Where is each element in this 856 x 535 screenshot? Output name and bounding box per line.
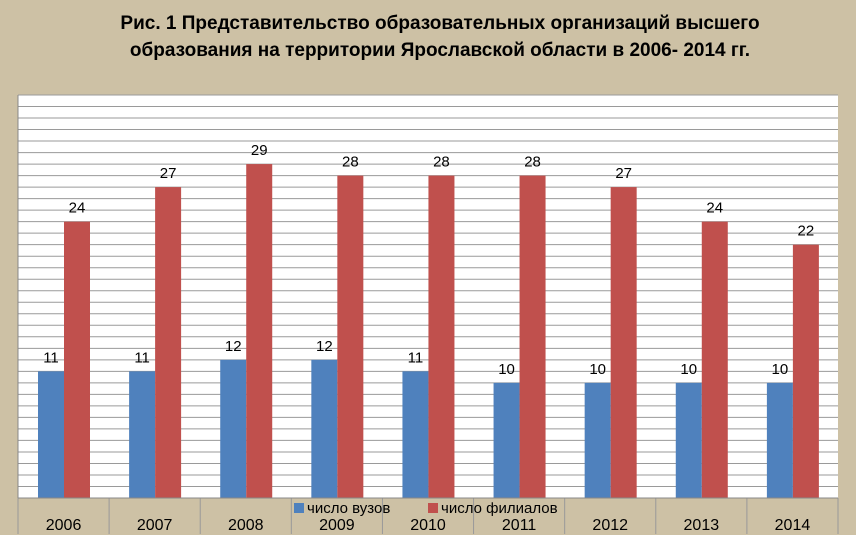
data-label: 28 [433, 154, 450, 171]
legend: число вузов число филиалов [294, 500, 558, 517]
data-label: 12 [225, 338, 242, 355]
bar-vuzy-2008 [220, 359, 247, 498]
x-tick-label: 2007 [137, 517, 173, 534]
bar-vuzy-2013 [675, 382, 702, 498]
bar-vuzy-2014 [766, 382, 793, 498]
x-tick-label: 2013 [684, 517, 720, 534]
bar-filialy-2007 [155, 187, 182, 498]
chart-title: Рис. 1 Представительство образовательных… [120, 13, 760, 61]
x-tick-label: 2006 [46, 517, 82, 534]
legend-swatch [428, 503, 438, 513]
bar-vuzy-2009 [311, 359, 338, 498]
x-axis: 2006 2007 2008 2009 2010 2011 2012 2013 2014 [17, 497, 839, 534]
x-tick-label: 2010 [410, 517, 446, 534]
data-labels: 11 24 11 27 12 29 12 28 11 28 10 28 10 27 10 24 10 22 [43, 142, 814, 378]
data-label: 27 [615, 165, 632, 182]
data-label: 11 [134, 349, 150, 366]
legend-swatch [294, 503, 304, 513]
data-label: 10 [680, 361, 697, 378]
bar-vuzy-2012 [584, 382, 611, 498]
data-label: 10 [589, 361, 606, 378]
data-label: 11 [408, 349, 424, 366]
x-tick-label: 2014 [775, 517, 811, 534]
bar-vuzy-2006 [38, 371, 64, 498]
data-label: 28 [342, 154, 359, 171]
data-label: 27 [160, 165, 177, 182]
legend-label: число филиалов [441, 500, 558, 517]
bar-filialy-2011 [519, 175, 546, 498]
bar-vuzy-2010 [402, 371, 429, 498]
bar-filialy-2014 [792, 244, 819, 498]
data-label: 10 [772, 361, 789, 378]
x-tick-label: 2011 [502, 517, 537, 534]
data-label: 29 [251, 142, 268, 159]
data-label: 11 [43, 349, 59, 366]
bar-vuzy-2011 [493, 382, 520, 498]
bar-filialy-2006 [64, 221, 90, 498]
data-label: 12 [316, 338, 333, 355]
bar-filialy-2012 [610, 187, 637, 498]
bar-filialy-2013 [701, 221, 728, 498]
bar-vuzy-2007 [129, 371, 156, 498]
data-label: 24 [69, 200, 86, 217]
x-tick-label: 2009 [319, 517, 355, 534]
legend-label: число вузов [307, 500, 390, 517]
bar-filialy-2008 [246, 164, 273, 499]
data-label: 28 [524, 154, 541, 171]
data-label: 24 [706, 200, 723, 217]
data-label: 10 [498, 361, 515, 378]
bar-filialy-2010 [428, 175, 455, 498]
x-tick-label: 2012 [592, 517, 628, 534]
data-label: 22 [798, 223, 815, 240]
bar-filialy-2009 [337, 175, 364, 498]
bars [38, 164, 819, 499]
x-tick-label: 2008 [228, 517, 264, 534]
